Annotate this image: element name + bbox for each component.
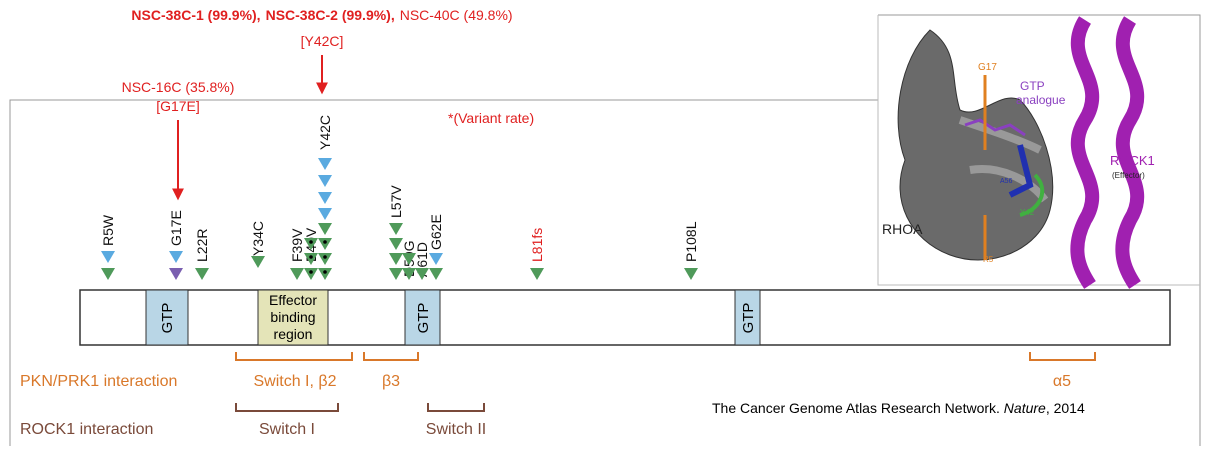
mutation-label: L57V bbox=[388, 185, 404, 218]
mutation-label: G17E bbox=[168, 210, 184, 246]
region-label: β3 bbox=[382, 373, 400, 390]
marker-dot bbox=[323, 255, 327, 259]
mutation-marker bbox=[318, 175, 332, 187]
citation-text: The Cancer Genome Atlas Research Network… bbox=[712, 400, 1000, 416]
mutation-marker bbox=[169, 251, 183, 263]
marker-dot bbox=[309, 255, 313, 259]
structure-label: Y42 bbox=[1020, 208, 1035, 217]
mutation-label: G62E bbox=[428, 214, 444, 250]
effector-domain bbox=[257, 289, 329, 346]
top-annotation: NSC-38C-1 (99.9%), NSC-38C-2 (99.9%), NSC-… bbox=[131, 7, 512, 23]
effector-label: Effector bbox=[269, 292, 317, 308]
mutation-label: L22R bbox=[194, 229, 210, 262]
structure-label: ROCK1 bbox=[1110, 153, 1155, 168]
structure-label: G17 bbox=[978, 62, 997, 73]
rate: NSC-16C (35.8%) bbox=[122, 79, 235, 95]
rate: NSC-40C (49.8%) bbox=[400, 7, 513, 23]
rock1-helix bbox=[1070, 16, 1100, 289]
region-label: Switch II bbox=[426, 421, 486, 438]
switch bbox=[1008, 144, 1034, 198]
structure-label: A56 bbox=[1000, 178, 1013, 185]
bracket bbox=[427, 403, 485, 412]
mutation-marker bbox=[195, 268, 209, 280]
structure-label: R5 bbox=[983, 255, 994, 264]
effector-label: region bbox=[274, 326, 313, 342]
structure-label: (Effector) bbox=[1112, 171, 1145, 180]
mutation-marker bbox=[290, 268, 304, 280]
bracket bbox=[235, 403, 339, 412]
bracket bbox=[235, 352, 353, 361]
region-label: Switch I, β2 bbox=[253, 373, 336, 390]
mutation-marker bbox=[101, 251, 115, 263]
gtp-label: GTP bbox=[159, 303, 176, 334]
citation-journal: Nature bbox=[1004, 400, 1046, 416]
mutation-label: L81fs bbox=[529, 228, 545, 262]
mutation-labels: R5W G17E L22R Y34C F39V E40V Y42C L57V D… bbox=[100, 115, 699, 277]
mutation-label: R5W bbox=[100, 214, 116, 246]
variant: [G17E] bbox=[156, 98, 200, 114]
mutation-marker bbox=[101, 268, 115, 280]
citation: The Cancer Genome Atlas Research Network… bbox=[712, 400, 1085, 416]
gtp-domain bbox=[734, 289, 761, 346]
inset-frame bbox=[877, 15, 1200, 286]
rate: NSC-38C-2 (99.9%), bbox=[266, 7, 395, 23]
bracket bbox=[1029, 352, 1096, 361]
mutation-marker bbox=[169, 268, 183, 280]
rhoa-shape bbox=[897, 29, 1054, 261]
rock1-helix bbox=[1115, 16, 1145, 289]
effector-label: binding bbox=[270, 309, 315, 325]
region-label: Switch I bbox=[259, 421, 315, 438]
mutation-marker bbox=[251, 256, 265, 268]
mutation-marker bbox=[318, 192, 332, 204]
switch bbox=[1019, 173, 1045, 217]
interaction-label: ROCK1 interaction bbox=[20, 421, 153, 438]
marker-dot bbox=[323, 240, 327, 244]
structure-label: GTP bbox=[1020, 79, 1045, 93]
marker-dot bbox=[309, 270, 313, 274]
mutation-marker bbox=[318, 223, 332, 235]
structure-label: RHOA bbox=[882, 221, 923, 237]
gtp-ligand bbox=[964, 118, 1026, 137]
interaction-label: PKN/PRK1 interaction bbox=[20, 373, 177, 390]
structure-label: analogue bbox=[1016, 93, 1066, 107]
mutation-marker bbox=[318, 158, 332, 170]
mutation-marker bbox=[318, 208, 332, 220]
mutation-marker bbox=[429, 268, 443, 280]
mutation-marker bbox=[304, 268, 318, 280]
mutation-label: F39V bbox=[289, 228, 305, 262]
gtp-domain bbox=[145, 289, 189, 346]
mutation-marker bbox=[318, 238, 332, 250]
mutation-label: Y42C bbox=[317, 115, 333, 150]
region-label: α5 bbox=[1053, 373, 1071, 390]
gtp-label: GTP bbox=[740, 303, 757, 334]
marker-dot bbox=[309, 240, 313, 244]
variant: [Y42C] bbox=[301, 33, 344, 49]
frame bbox=[9, 14, 1201, 446]
structure: G17 GTP analogue ROCK1 (Effector) RHOA R… bbox=[882, 16, 1155, 289]
mutation-markers bbox=[101, 158, 698, 280]
citation-year: , 2014 bbox=[1046, 400, 1085, 416]
mutation-marker bbox=[530, 268, 544, 280]
rate: NSC-38C-1 (99.9%), bbox=[131, 7, 260, 23]
brackets bbox=[235, 352, 1096, 412]
bracket bbox=[363, 352, 419, 361]
gtp-domain bbox=[404, 289, 441, 346]
mutation-marker bbox=[318, 268, 332, 280]
gtp-label: GTP bbox=[415, 303, 432, 334]
mutation-label: Y34C bbox=[250, 221, 266, 256]
protein-bar bbox=[79, 289, 1171, 346]
marker-dot bbox=[323, 270, 327, 274]
mutation-label: P108L bbox=[683, 221, 699, 262]
mutation-marker bbox=[389, 223, 403, 235]
mutation-marker bbox=[429, 253, 443, 265]
mutation-marker bbox=[684, 268, 698, 280]
mutation-marker bbox=[318, 253, 332, 265]
note: *(Variant rate) bbox=[448, 110, 534, 126]
